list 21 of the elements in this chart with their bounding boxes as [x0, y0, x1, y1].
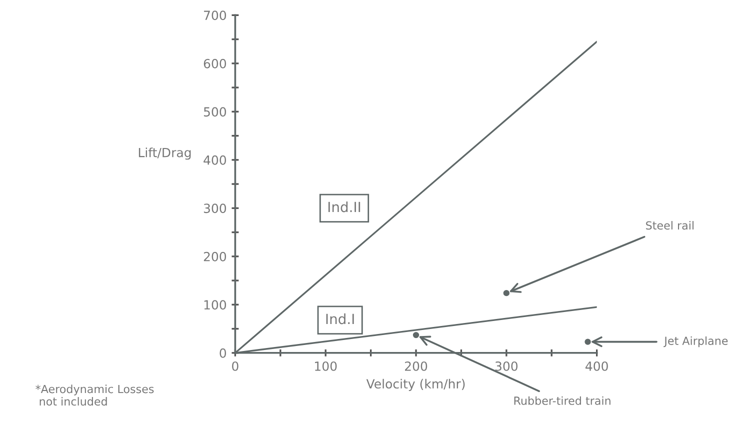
y-tick-label: 400 — [204, 155, 226, 165]
annotation: Rubber-tired train — [514, 396, 610, 405]
y-tick-label: 200 — [204, 252, 226, 262]
y-tick-label: 100 — [204, 300, 226, 310]
x-axis-title: Velocity (km/hr) — [366, 378, 465, 391]
y-tick-label: 300 — [204, 204, 226, 214]
y-tick-label: 600 — [204, 58, 226, 68]
y-tick-label: 0 — [220, 348, 226, 358]
annotation: Jet Airplane — [664, 336, 728, 348]
series-label: Ind.I — [326, 313, 354, 324]
y-tick-label: 500 — [204, 107, 226, 117]
series-label: Ind.II — [328, 201, 360, 212]
x-tick-label: 400 — [586, 361, 608, 371]
y-axis-title: Lift/Drag — [138, 148, 191, 160]
x-tick-label: 100 — [315, 361, 337, 371]
text: *Aerodynamic Losses not included — [36, 384, 154, 406]
annotation: Steel rail — [646, 221, 694, 230]
x-tick-label: 200 — [404, 361, 428, 371]
x-tick-label: 0 — [232, 361, 238, 371]
x-tick-label: 300 — [495, 361, 518, 371]
y-tick-label: 700 — [204, 10, 226, 20]
